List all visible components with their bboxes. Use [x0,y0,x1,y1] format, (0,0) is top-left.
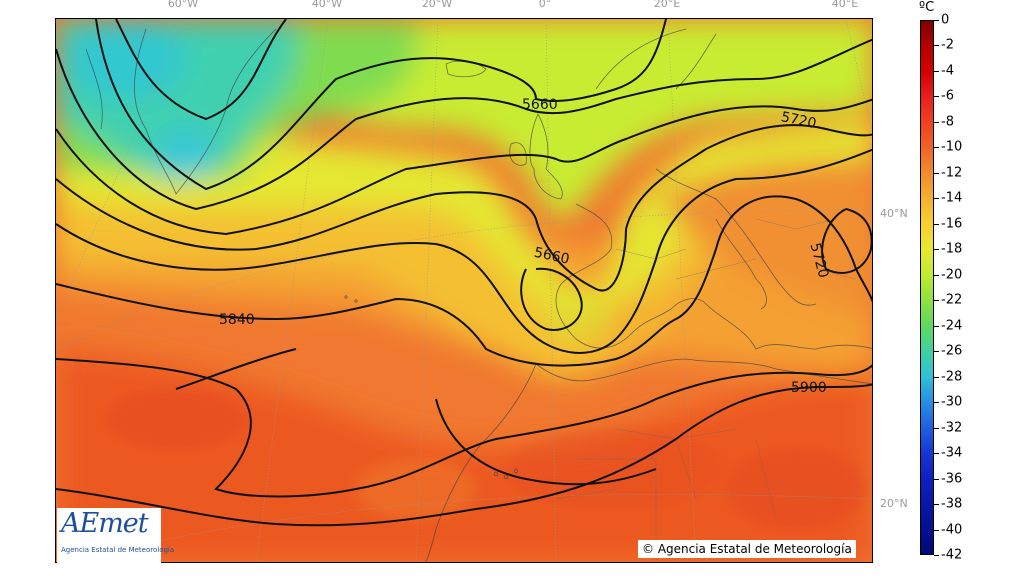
copyright-notice: © Agencia Estatal de Meteorología [638,540,856,558]
temperature-map[interactable]: 5660 5720 5660 5720 5840 5900 [55,18,873,563]
logo-subtitle: Agencia Estatal de Meteorología [61,546,175,554]
colorbar-tick [934,147,939,149]
colorbar-label: -2 [941,37,954,53]
colorbar-tick [934,96,939,98]
colorbar-tick [934,45,939,47]
colorbar-tick [934,504,939,506]
longitude-label-40e: 40°E [831,0,859,10]
isohypse-label: 5660 [533,245,571,268]
isohypse-label: 5900 [791,380,827,396]
isohypse-label: 5660 [522,97,558,113]
colorbar-label: -40 [941,522,963,538]
colorbar-tick [934,223,939,225]
isohypse-label: 5720 [780,109,818,132]
colorbar-tick [934,274,939,276]
longitude-label-40w: 40°W [311,0,343,10]
colorbar-tick [934,70,939,72]
colorbar-label: -18 [941,241,963,257]
colorbar-tick [934,121,939,123]
colorbar-label: -32 [941,420,963,436]
colorbar-unit-label: ºC [919,0,935,15]
colorbar-label: -42 [941,547,963,563]
colorbar-label: -36 [941,471,963,487]
map-canvas: 5660 5720 5660 5720 5840 5900 [56,19,872,562]
colorbar-tick [934,198,939,200]
colorbar-tick [934,453,939,455]
colorbar-tick [934,172,939,174]
longitude-label-0: 0° [538,0,552,10]
logo-wordmark: AEmet [61,508,149,539]
temperature-colorbar [920,20,934,555]
graticule [56,19,872,562]
colorbar-label: -26 [941,343,963,359]
colorbar-tick [934,427,939,429]
colorbar-tick [934,351,939,353]
colorbar-tick [934,555,939,556]
temperature-field [56,19,872,562]
colorbar-label: -16 [941,216,963,232]
colorbar-label: -24 [941,318,963,334]
isohypse-labels: 5660 5720 5660 5720 5840 5900 [219,97,831,396]
longitude-label-20w: 20°W [421,0,453,10]
colorbar-label: -8 [941,114,954,130]
colorbar-tick [934,20,939,21]
colorbar-tick [934,300,939,302]
colorbar-tick [934,478,939,480]
colorbar-label: -4 [941,63,954,79]
colorbar-tick [934,249,939,251]
colorbar-tick [934,402,939,404]
isohypse-contours [56,19,872,527]
coastlines [85,28,872,562]
colorbar-label: -22 [941,292,963,308]
colorbar-label: -20 [941,267,963,283]
colorbar-tick [934,325,939,327]
latitude-label-20n: 20°N [880,497,908,510]
longitude-label-60w: 60°W [167,0,199,10]
colorbar-tick [934,529,939,531]
aemet-logo: AEmet Agencia Estatal de Meteorología [57,508,174,563]
colorbar-label: -28 [941,369,963,385]
colorbar-label: -38 [941,496,963,512]
colorbar-label: -30 [941,394,963,410]
longitude-label-20e: 20°E [653,0,681,10]
isohypse-label: 5840 [219,312,255,328]
colorbar-tick [934,376,939,378]
colorbar-label: -10 [941,139,963,155]
colorbar-label: -14 [941,190,963,206]
colorbar-label: -6 [941,88,954,104]
colorbar-label: 0 [941,12,950,28]
latitude-label-40n: 40°N [880,207,908,220]
colorbar-label: -34 [941,445,963,461]
colorbar-label: -12 [941,165,963,181]
